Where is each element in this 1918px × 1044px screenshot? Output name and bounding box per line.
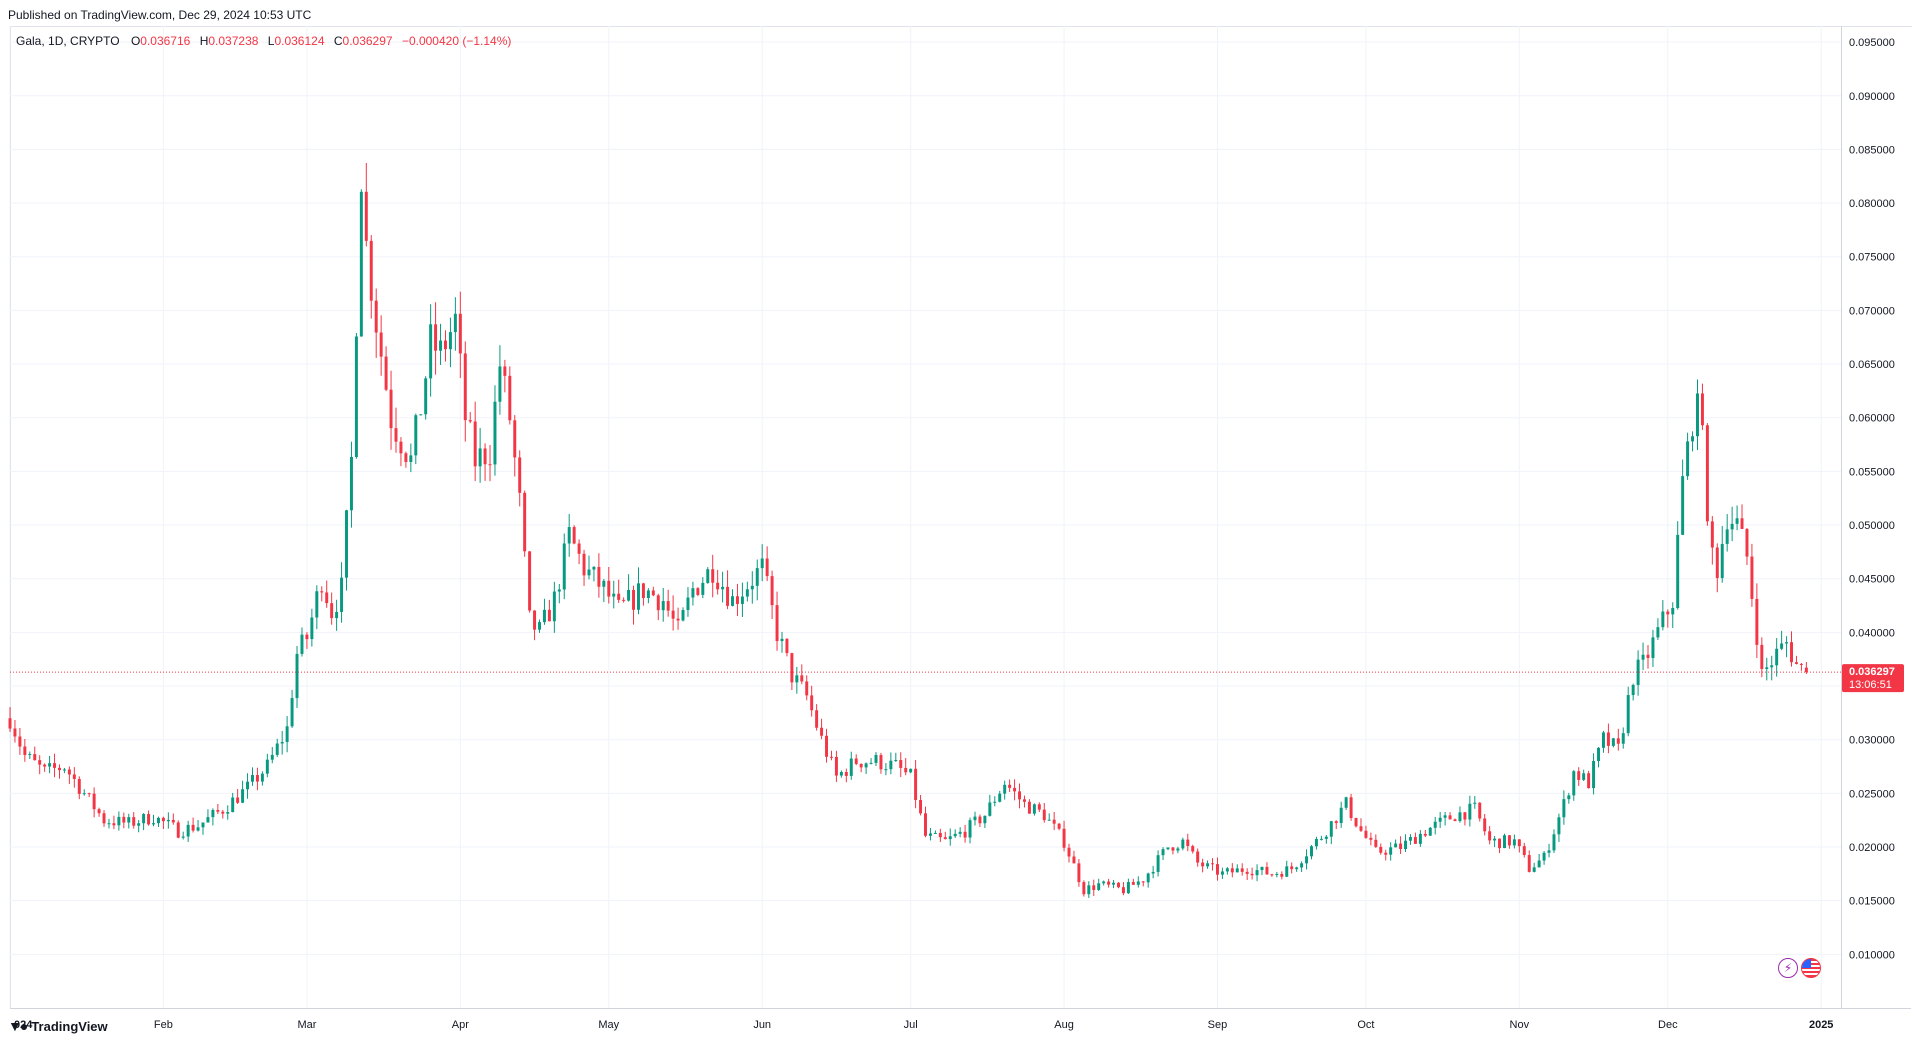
close-label: C [333,34,343,48]
tradingview-logo-icon: ▼● [8,1018,28,1034]
time-tick-label: Apr [452,1019,469,1031]
symbol-label: Gala, 1D, CRYPTO [16,34,120,48]
low-label: L [267,34,275,48]
time-tick-label: 2025 [1809,1019,1833,1031]
us-flag-icon[interactable] [1801,958,1821,978]
time-tick-label: Dec [1658,1019,1678,1031]
lightning-icon[interactable]: ⚡ [1778,958,1798,978]
time-tick-label: Sep [1208,1019,1228,1031]
price-axis[interactable] [1841,26,1912,1009]
time-tick-label: Nov [1510,1019,1530,1031]
published-caption: Published on TradingView.com, Dec 29, 20… [8,8,312,22]
tradingview-logo[interactable]: ▼● TradingView [8,1018,108,1034]
chart-plot-area[interactable] [10,26,1842,1009]
open-label: O [130,34,141,48]
ohlc-legend: Gala, 1D, CRYPTO O0.036716 H0.037238 L0.… [16,34,511,48]
time-tick-label: May [598,1019,619,1031]
time-tick-label: Jul [904,1019,918,1031]
time-tick-label: Mar [297,1019,316,1031]
low-value: 0.036124 [274,34,325,48]
time-axis-divider [10,1008,1911,1009]
open-value: 0.036716 [140,34,191,48]
time-tick-label: Aug [1054,1019,1074,1031]
time-tick-label: Jun [753,1019,771,1031]
high-label: H [199,34,209,48]
time-tick-label: Oct [1357,1019,1374,1031]
time-tick-label: Feb [154,1019,173,1031]
high-value: 0.037238 [208,34,259,48]
change-value: −0.000420 (−1.14%) [401,34,512,48]
close-value: 0.036297 [342,34,393,48]
time-tick-labels: 024 Feb Mar Apr May Jun Jul Aug Sep Oct Nov Dec 2025 [14,1019,1833,1031]
tradingview-logo-text: TradingView [31,1018,108,1034]
